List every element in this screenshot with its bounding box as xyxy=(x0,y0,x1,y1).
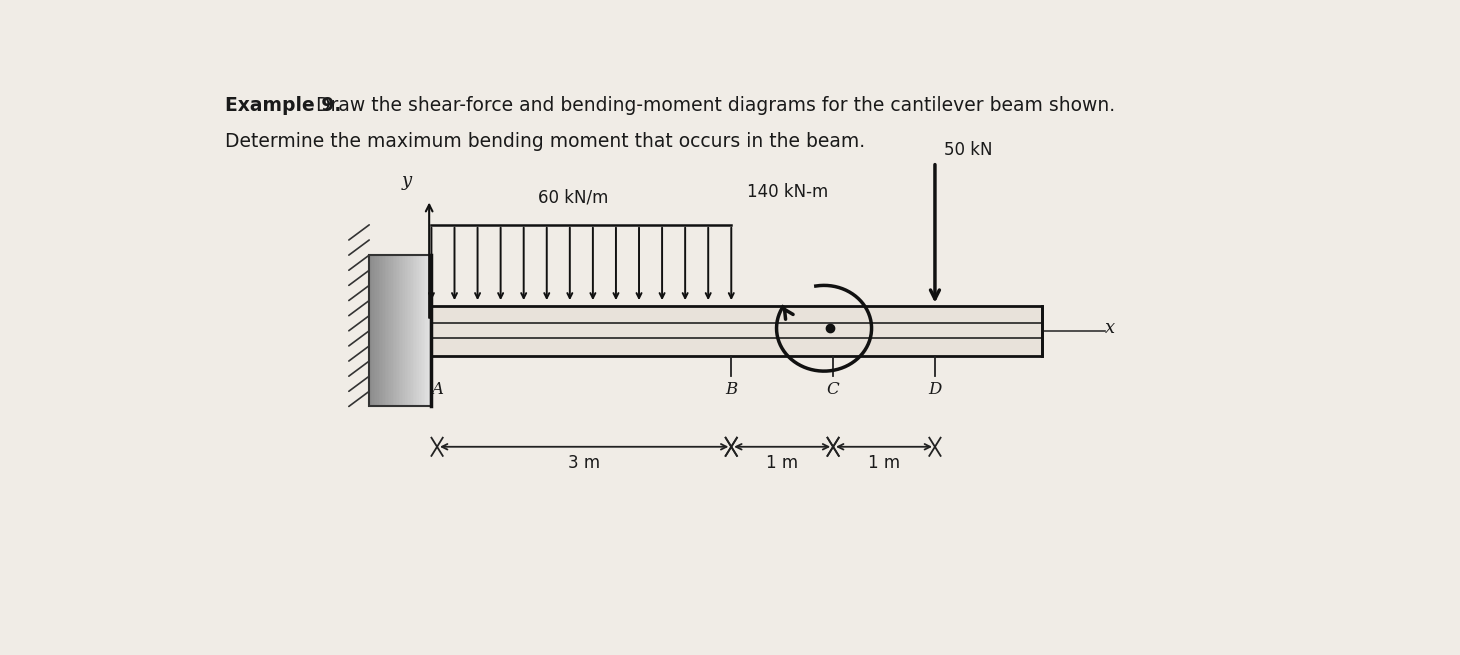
Bar xyxy=(394,255,396,406)
Bar xyxy=(410,255,412,406)
Bar xyxy=(428,255,429,406)
Bar xyxy=(378,255,380,406)
Bar xyxy=(418,255,419,406)
Bar xyxy=(403,255,404,406)
Text: Example 9.: Example 9. xyxy=(225,96,342,115)
Bar xyxy=(399,255,400,406)
Bar xyxy=(425,255,426,406)
Bar xyxy=(380,255,381,406)
Text: 60 kN/m: 60 kN/m xyxy=(537,188,607,206)
Bar xyxy=(409,255,410,406)
Bar xyxy=(372,255,374,406)
Bar xyxy=(412,255,413,406)
Bar xyxy=(397,255,399,406)
Bar xyxy=(413,255,415,406)
Bar xyxy=(422,255,423,406)
Text: 50 kN: 50 kN xyxy=(945,141,993,159)
Bar xyxy=(391,255,393,406)
Bar xyxy=(429,255,432,406)
Bar xyxy=(371,255,372,406)
Bar xyxy=(419,255,420,406)
Bar xyxy=(402,255,403,406)
Text: 140 kN-m: 140 kN-m xyxy=(748,183,828,201)
Text: y: y xyxy=(402,172,412,189)
Text: D: D xyxy=(929,381,942,398)
Text: x: x xyxy=(1105,319,1115,337)
Text: 1 m: 1 m xyxy=(766,455,799,472)
Bar xyxy=(404,255,406,406)
Text: Draw the shear-force and bending-moment diagrams for the cantilever beam shown.: Draw the shear-force and bending-moment … xyxy=(311,96,1115,115)
Bar xyxy=(415,255,416,406)
Bar xyxy=(406,255,409,406)
Bar xyxy=(383,255,385,406)
Text: Determine the maximum bending moment that occurs in the beam.: Determine the maximum bending moment tha… xyxy=(225,132,866,151)
Text: C: C xyxy=(826,381,839,398)
Text: A: A xyxy=(431,381,442,398)
Bar xyxy=(393,255,394,406)
Bar xyxy=(400,255,402,406)
Bar xyxy=(432,305,1042,356)
Bar xyxy=(369,255,371,406)
Bar xyxy=(375,255,377,406)
Bar xyxy=(374,255,375,406)
Bar xyxy=(388,255,390,406)
Bar xyxy=(420,255,422,406)
Text: B: B xyxy=(726,381,737,398)
Bar xyxy=(426,255,428,406)
Bar xyxy=(381,255,383,406)
Bar xyxy=(423,255,425,406)
Bar xyxy=(385,255,387,406)
Bar xyxy=(387,255,388,406)
Bar xyxy=(396,255,397,406)
Bar xyxy=(369,255,432,406)
Bar xyxy=(390,255,391,406)
Text: 3 m: 3 m xyxy=(568,455,600,472)
Bar xyxy=(416,255,418,406)
Text: 1 m: 1 m xyxy=(867,455,901,472)
Bar xyxy=(377,255,378,406)
